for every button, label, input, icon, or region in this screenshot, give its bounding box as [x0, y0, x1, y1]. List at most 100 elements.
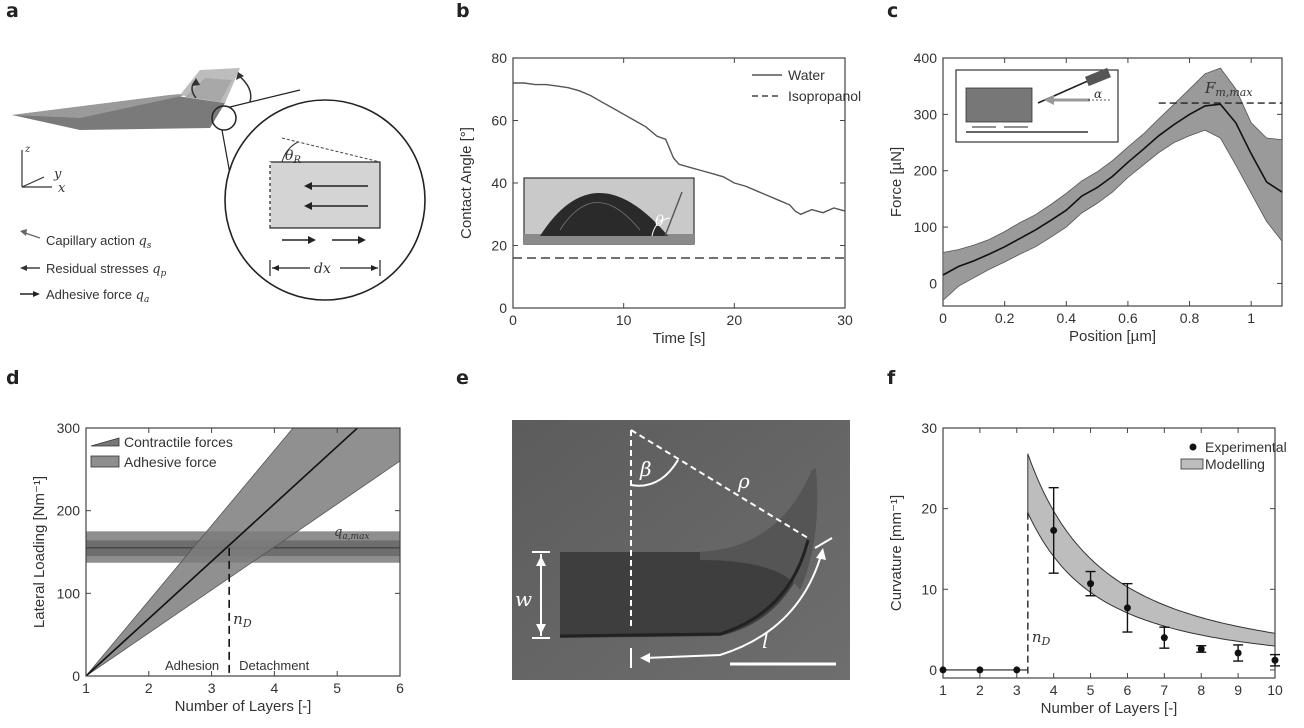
x-tick-label: 10 [616, 312, 632, 328]
experimental-point [1013, 666, 1021, 674]
y-tick-label: 300 [57, 420, 81, 436]
x-tick-label: 0.8 [1180, 310, 1200, 326]
panel-label-f: f [887, 367, 896, 389]
y-tick-label: 0 [929, 275, 937, 291]
legend-contractile-swatch [90, 437, 120, 447]
panel-label-d: d [6, 367, 20, 389]
x-tick-label: 2 [145, 680, 153, 696]
zoom-origin-circle [211, 105, 237, 131]
legend-residual-arrowhead [20, 265, 27, 271]
beta-arc [630, 459, 679, 487]
experimental-point [976, 666, 984, 674]
x-axis-label: Number of Layers [-] [175, 698, 312, 715]
x-tick-label: 6 [396, 680, 404, 696]
x-tick-label: 10 [1267, 682, 1283, 698]
x-tick-label: 3 [1013, 682, 1021, 698]
water-series-line [513, 82, 846, 216]
residual-arrowhead-1 [304, 182, 312, 190]
x-tick-label: 0.2 [995, 310, 1015, 326]
adhesive-arrowhead-1 [308, 236, 316, 244]
y-tick-label: 20 [491, 238, 507, 254]
length-arrowhead-right [816, 548, 826, 560]
fmax-label: Fm,max [1204, 79, 1253, 99]
w-label: w [515, 587, 532, 611]
x-axis-label: Position [µm] [1069, 328, 1156, 345]
x-axis-label: x [58, 181, 66, 196]
contractile-force-wedge [86, 428, 400, 676]
experimental-point [1197, 645, 1205, 653]
y-tick-label: 0 [929, 662, 937, 678]
z-axis-label: z [24, 144, 31, 155]
panel-label-e: e [456, 367, 469, 389]
x-axis-label: Number of Layers [-] [1041, 700, 1178, 717]
force-confidence-band [942, 67, 1283, 302]
x-tick-label: 0 [509, 312, 517, 328]
experimental-point [1087, 580, 1095, 588]
inset-theta-label: θ [655, 212, 664, 230]
radius-dashed-line [630, 429, 809, 539]
panel-label-b: b [456, 0, 470, 22]
y-axis-label: Curvature [mm⁻¹] [888, 495, 905, 611]
legend-capillary-arrowhead [20, 229, 27, 236]
x-tick-label: 1 [1247, 310, 1255, 326]
x-tick-label: 5 [1087, 682, 1095, 698]
x-tick-label: 8 [1197, 682, 1205, 698]
curled-sheet-edge [559, 539, 810, 638]
y-tick-label: 300 [914, 106, 938, 122]
x-tick-label: 5 [333, 680, 341, 696]
x-tick-label: 0.6 [1118, 310, 1138, 326]
y-tick-label: 0 [72, 668, 80, 684]
sheet-base [12, 95, 225, 130]
y-tick-label: 30 [921, 420, 937, 436]
legend-adhesive-arrowhead [33, 291, 40, 297]
theta-arc [281, 141, 299, 163]
contractile-center-line [86, 428, 359, 676]
inset-alpha-label: α [1094, 87, 1102, 101]
curled-sheet-side [700, 468, 818, 590]
l-label: l [762, 629, 768, 653]
x-tick-label: 6 [1124, 682, 1132, 698]
experimental-point [1160, 634, 1168, 642]
legend-water-label: Water [788, 67, 825, 83]
residual-arrowhead-2 [304, 202, 312, 210]
y-tick-label: 20 [921, 501, 937, 517]
y-tick-label: 60 [491, 113, 507, 129]
length-arrow [644, 551, 823, 659]
plot-area-d [86, 428, 400, 676]
panel-label-c: c [887, 0, 899, 22]
experimental-point [939, 666, 947, 674]
y-tick-label: 100 [914, 219, 938, 235]
legend-adhesive-swatch [90, 455, 120, 468]
rho-label: ρ [737, 469, 750, 493]
y-tick-label: 0 [499, 300, 507, 316]
experimental-point [1123, 604, 1131, 612]
x-tick-label: 4 [1050, 682, 1058, 698]
nd-label-f: nD [1032, 628, 1051, 648]
y-tick-label: 200 [914, 163, 938, 179]
x-axis-label: Time [s] [653, 330, 706, 347]
adhesive-arrowhead-2 [358, 236, 366, 244]
beta-label: β [639, 457, 652, 481]
x-tick-label: 30 [837, 312, 853, 328]
width-arrowhead-top [536, 556, 546, 566]
legend-a: Capillary action qs Residual stresses qp… [20, 229, 167, 305]
experimental-point [1234, 649, 1242, 657]
length-arrowhead-left [640, 653, 650, 663]
x-tick-label: 0.4 [1057, 310, 1077, 326]
sheet-curl-shade [185, 78, 232, 102]
detachment-region-label: Detachment [239, 658, 309, 673]
x-tick-label: 1 [82, 680, 90, 696]
contact-line [281, 137, 381, 163]
x-tick-label: 9 [1234, 682, 1242, 698]
contact-angle-inset-photo: θ [523, 177, 695, 245]
length-tick-right [814, 537, 833, 549]
dx-arrowhead-left [272, 265, 279, 271]
x-tick-label: 20 [727, 312, 743, 328]
dx-arrowhead-right [371, 265, 378, 271]
curled-sheet-body [560, 470, 816, 638]
